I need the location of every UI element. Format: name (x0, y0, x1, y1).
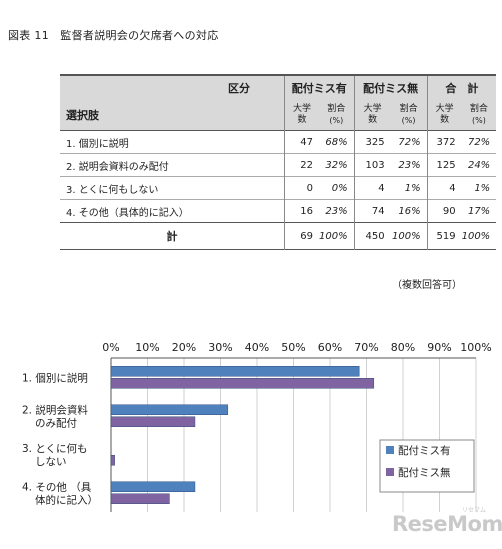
table-cell: 1% (404, 182, 421, 194)
bar-1 (110, 481, 196, 492)
table-cell: 125 (426, 153, 462, 177)
table-cell: 103 (353, 153, 391, 177)
total-label: 計 (166, 230, 178, 243)
legend-label: 配付ミス無 (398, 466, 451, 479)
table-cell: 72% (467, 136, 491, 148)
table-cell: 450 (353, 222, 391, 250)
x-tick-label: 100% (460, 341, 491, 354)
resemom-logo-ruby: リセマム (462, 507, 487, 514)
table-cell: 0% (331, 182, 348, 194)
table-cell: 17% (467, 205, 491, 217)
row-label: 3. とくに何もしない (66, 184, 159, 196)
table-cell: 325 (353, 130, 391, 154)
bar-1 (110, 366, 360, 377)
subheader-count-1: 大学数 (284, 100, 319, 131)
table-cell: 24% (467, 159, 491, 171)
bar-2 (110, 493, 170, 504)
corner-kubun: 区分 (60, 75, 285, 100)
table-cell: 90 (426, 199, 462, 223)
table-cell: 4 (353, 176, 391, 200)
category-label: 2. 説明会資料のみ配付 (22, 403, 88, 429)
table-row: 3. とくに何もしない 0 0% 4 1% 4 1% (60, 176, 497, 200)
table-row: 2. 説明会資料のみ配付 22 32% 103 23% 125 24% (60, 153, 497, 177)
table-cell: 519 (426, 222, 462, 250)
x-tick-label: 20% (172, 341, 196, 354)
table-row: 4. その他（具体的に記入） 16 23% 74 16% 90 17% (60, 199, 496, 223)
table-cell: 68% (325, 136, 348, 148)
group-header-2: 配付ミス無 (353, 75, 428, 100)
table-cell: 100% (461, 230, 491, 242)
table-row: 1. 個別に説明 47 68% 325 72% 372 72% (60, 130, 497, 154)
subheader-ratio-2: 割合 (%) (390, 100, 428, 131)
subheader-ratio-1: 割合 (%) (319, 100, 355, 131)
category-label: 4. その他 （具体的に記入） (22, 480, 98, 506)
group-header-1: 配付ミス有 (284, 75, 355, 100)
x-tick-label: 40% (245, 341, 269, 354)
subheader-ratio-3: 割合 (%) (461, 100, 497, 131)
x-tick-label: 50% (281, 341, 305, 354)
total-row: 計 69 100% 450 100% 519 100% (60, 222, 497, 250)
legend-swatch (386, 446, 394, 454)
bar-2 (110, 416, 196, 427)
bar-1 (110, 404, 229, 415)
row-label: 1. 個別に説明 (66, 138, 129, 150)
legend-swatch (386, 468, 394, 476)
x-tick-label: 30% (208, 341, 232, 354)
table-cell: 100% (319, 230, 348, 242)
corner-sentakushi: 選択肢 (60, 100, 285, 131)
x-tick-label: 80% (391, 341, 415, 354)
category-label: 1. 個別に説明 (22, 371, 88, 384)
subheader-count-3: 大学数 (426, 100, 462, 131)
table-cell: 22 (284, 153, 319, 177)
x-tick-label: 90% (427, 341, 451, 354)
bar-chart: 0% 10% 20% 30% 40% 50% 60% 70% 80% 90% 100% 1. 個別に説… (22, 341, 492, 512)
table-cell: 0 (284, 176, 319, 200)
data-table: 区分 配付ミス有 配付ミス無 合 計 選択肢 大学数 割合 (%) 大学数 割合(… (60, 74, 497, 250)
table-cell: 16 (284, 199, 319, 223)
bar-2 (110, 378, 375, 389)
legend-box (379, 439, 475, 493)
table-cell: 47 (284, 130, 319, 154)
table-cell: 16% (398, 205, 421, 217)
table-cell: 74 (353, 199, 391, 223)
group-header-3: 合 計 (426, 75, 497, 100)
resemom-logo: ReseMom (392, 512, 502, 536)
table-cell: 72% (398, 136, 421, 148)
x-tick-label: 70% (354, 341, 378, 354)
table-cell: 100% (392, 230, 421, 242)
table-cell: 4 (426, 176, 462, 200)
x-tick-label: 10% (135, 341, 159, 354)
table-cell: 23% (325, 205, 348, 217)
figure-title: 図表 11 監督者説明会の欠席者への対応 (8, 29, 219, 42)
table-cell: 372 (426, 130, 462, 154)
multiple-answer-note: （複数回答可） (392, 280, 462, 291)
x-tick-label: 0% (102, 341, 119, 354)
table-cell: 1% (474, 182, 491, 194)
row-label: 4. その他（具体的に記入） (66, 207, 189, 219)
legend-label: 配付ミス有 (398, 444, 451, 457)
table-cell: 23% (398, 159, 421, 171)
subheader-count-2: 大学数 (353, 100, 391, 131)
category-label: 3. とくに何もしない (22, 442, 88, 468)
bar-2 (110, 455, 115, 466)
table-cell: 69 (284, 222, 319, 250)
row-label: 2. 説明会資料のみ配付 (66, 161, 169, 173)
table-cell: 32% (325, 159, 348, 171)
x-tick-label: 60% (318, 341, 342, 354)
